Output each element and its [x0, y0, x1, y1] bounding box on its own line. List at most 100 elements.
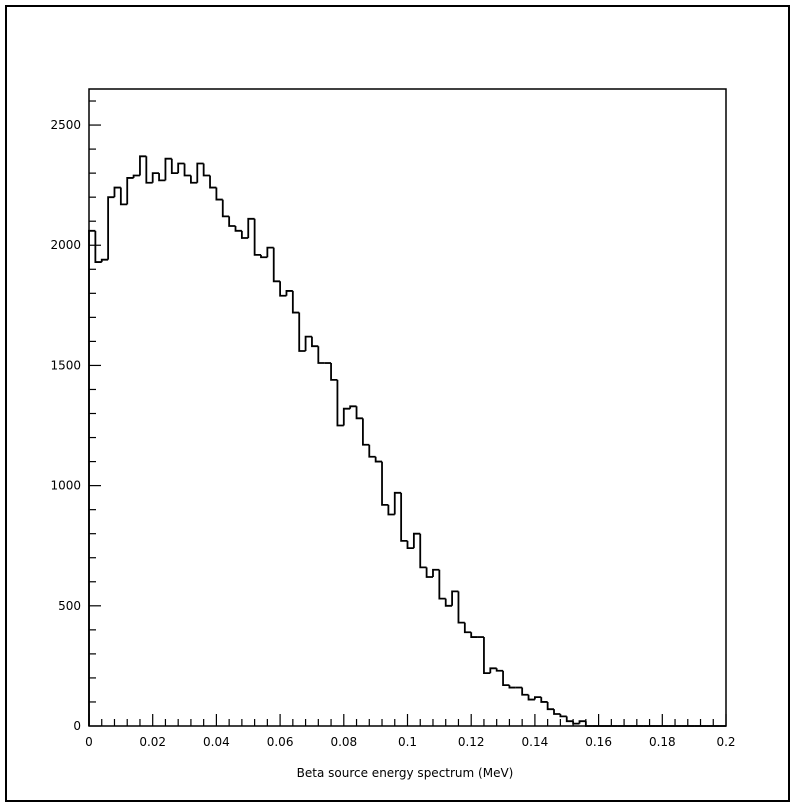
histogram-bin — [489, 667, 497, 674]
histogram-bin — [317, 346, 325, 364]
histogram-bin — [412, 532, 421, 549]
histogram-bin — [190, 175, 198, 184]
histogram-bin — [113, 186, 121, 198]
histogram-bin — [387, 504, 395, 516]
histogram-bin — [100, 258, 109, 263]
y-tick-label: 2500 — [50, 118, 81, 132]
page-border — [5, 5, 790, 802]
histogram-bin — [540, 697, 548, 703]
x-axis-ticks — [88, 714, 727, 726]
x-tick-label: 0.16 — [585, 735, 612, 749]
x-tick-label: 0.04 — [203, 735, 230, 749]
histogram-bin — [400, 492, 408, 542]
histogram-bin — [374, 456, 383, 463]
histogram-bin — [451, 590, 459, 606]
histogram-bin — [266, 246, 274, 258]
histogram-bin — [260, 254, 268, 259]
histogram-bin — [145, 156, 153, 184]
histogram-bin — [183, 163, 191, 177]
histogram-bin — [362, 418, 370, 446]
y-axis-tick-labels: 0 500 1000 1500 2000 2500 — [50, 118, 81, 733]
histogram-bin — [584, 721, 593, 727]
histogram-bin — [170, 158, 179, 175]
histogram-bin — [508, 685, 516, 689]
y-tick-label: 1500 — [50, 358, 81, 372]
histogram-bin — [438, 569, 446, 600]
y-tick-label: 2000 — [50, 238, 81, 252]
y-tick-label: 0 — [73, 719, 81, 733]
histogram-bin — [285, 290, 293, 296]
histogram-bin — [304, 335, 312, 352]
histogram-bin — [534, 696, 542, 700]
histogram-bin — [521, 687, 529, 696]
histogram-bin — [139, 155, 147, 176]
histogram-bin — [221, 199, 230, 218]
histogram-bin — [330, 363, 338, 381]
histogram-bin — [240, 230, 249, 239]
histogram-bin — [553, 709, 561, 715]
histogram-bin — [158, 173, 166, 182]
histogram-bin — [578, 720, 586, 724]
histogram-bin — [527, 694, 535, 701]
x-axis-tick-labels: 0 0.02 0.04 0.06 0.08 0.1 0.12 0.14 0.16 0.18 0.2 — [85, 735, 735, 749]
histogram-bins — [88, 155, 726, 727]
histogram-bin — [336, 379, 344, 427]
x-tick-label: 0.2 — [716, 735, 735, 749]
histogram-bin — [196, 162, 204, 183]
histogram-bin — [209, 175, 217, 189]
histogram-bin — [177, 162, 185, 174]
histogram-bin — [272, 247, 281, 283]
x-tick-label: 0.12 — [458, 735, 485, 749]
histogram-bin — [425, 567, 433, 578]
x-tick-label: 0 — [85, 735, 93, 749]
histogram-bin — [572, 721, 580, 725]
y-axis-ticks — [89, 100, 101, 727]
x-tick-label: 0.06 — [267, 735, 294, 749]
x-tick-label: 0.18 — [649, 735, 676, 749]
histogram-bin — [502, 670, 510, 687]
histogram-bin — [291, 290, 300, 314]
histogram-bin — [565, 716, 574, 723]
histogram-bin — [126, 177, 134, 205]
histogram-bin — [463, 622, 472, 634]
x-tick-label: 0.02 — [139, 735, 166, 749]
histogram-bin — [311, 336, 319, 348]
histogram-bin — [559, 713, 567, 718]
x-tick-label: 0.1 — [398, 735, 417, 749]
histogram-bin — [444, 598, 453, 607]
histogram-bin — [342, 407, 351, 426]
histogram-bin — [483, 637, 491, 675]
histogram-bin — [215, 187, 223, 201]
histogram-bin — [107, 196, 115, 260]
x-tick-label: 0.14 — [522, 735, 549, 749]
histogram-bin — [234, 226, 242, 232]
x-axis-title: Beta source energy spectrum (MeV) — [297, 766, 514, 780]
histogram-bin — [247, 217, 255, 239]
histogram-bin — [279, 281, 287, 297]
histogram-bin — [88, 229, 96, 726]
histogram-bin — [132, 174, 140, 178]
histogram-bin — [419, 533, 427, 569]
histogram-bin — [406, 540, 414, 550]
histogram-bin — [151, 172, 160, 183]
histogram-bin — [393, 491, 402, 515]
x-tick-label: 0.08 — [330, 735, 357, 749]
histogram-bin — [381, 461, 389, 506]
histogram-bin — [432, 568, 440, 577]
histogram-bin — [355, 406, 363, 420]
histogram-bin — [94, 230, 102, 263]
histogram-bin — [470, 632, 478, 638]
histogram-bin — [202, 163, 211, 177]
histogram-bin — [349, 405, 357, 409]
histogram-bin — [368, 444, 376, 458]
histogram-bin — [164, 157, 172, 181]
histogram-bin — [495, 668, 504, 672]
histogram-bin — [546, 701, 555, 711]
histogram-bin — [298, 312, 306, 352]
histogram-bin — [119, 187, 128, 206]
histogram-bin — [228, 216, 236, 227]
y-tick-label: 500 — [58, 599, 81, 613]
histogram-bin — [253, 218, 261, 256]
histogram-bin — [457, 591, 465, 624]
